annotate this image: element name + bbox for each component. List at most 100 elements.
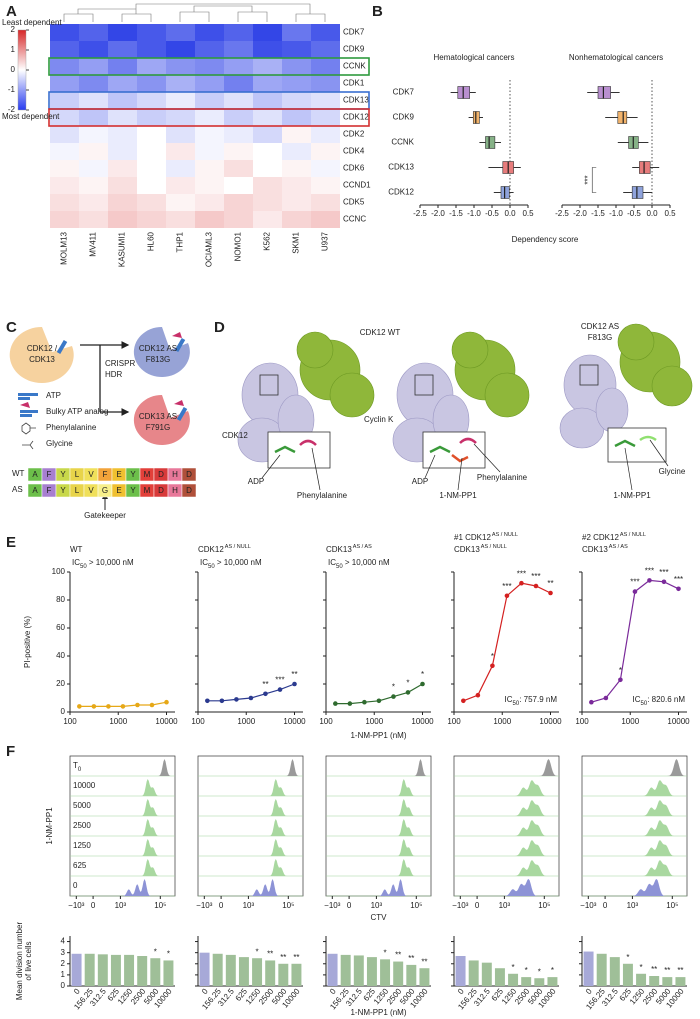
histogram-peak [70, 799, 175, 816]
chart-title: CDK13AS / NULL [454, 544, 507, 554]
heatmap-cell [50, 211, 79, 228]
chart-title: #2 CDK12AS / NULL [582, 532, 646, 542]
heatmap-cell [137, 75, 166, 92]
row-label: 10000 [73, 781, 96, 790]
column-label: MV411 [89, 231, 98, 256]
structure-title: CDK12 AS [581, 322, 619, 331]
heatmap-cell [282, 24, 311, 41]
heatmap-cell [166, 92, 195, 109]
x-tick-label: 1000 [109, 717, 127, 726]
heatmap-cell [282, 126, 311, 143]
heatmap-cell [311, 194, 340, 211]
axes [69, 572, 175, 713]
category-label: CDK9 [393, 113, 415, 122]
x-tick-label: 0 [584, 986, 594, 996]
histogram-frame [325, 755, 432, 897]
colorbar-label: 0 [11, 65, 16, 74]
heatmap-cell [253, 58, 282, 75]
heatmap-cell [50, 177, 79, 194]
residue: Y [60, 470, 66, 479]
x-axis-title: 1-NM-PP1 (nM) [350, 1008, 406, 1017]
heatmap-cell [253, 143, 282, 160]
x-tick-label: 100 [575, 717, 589, 726]
data-point [362, 699, 367, 705]
heatmap-cell [50, 92, 79, 109]
x-tick-label: 100 [191, 717, 205, 726]
structure-label: 1-NM-PP1 [439, 491, 477, 500]
heatmap-cell [108, 211, 137, 228]
residue: E [116, 470, 121, 479]
colorbar-legend: Least dependent [2, 18, 62, 27]
row-label: CDK12 [343, 113, 369, 122]
heatmap-cell [166, 211, 195, 228]
bar [97, 954, 108, 986]
heatmap-cell [137, 177, 166, 194]
heatmap-cell [224, 177, 253, 194]
heatmap-cell [108, 143, 137, 160]
data-point [533, 583, 539, 589]
column-label: U937 [321, 231, 330, 251]
heatmap-cell [311, 75, 340, 92]
significance: * [491, 652, 494, 661]
x-tick-label: 0 [347, 901, 352, 910]
heatmap-cell [195, 194, 224, 211]
heatmap-cell [108, 41, 137, 58]
x-tick-label: -0.5 [485, 209, 499, 218]
heatmap-cell [253, 177, 282, 194]
heatmap-cell [311, 92, 340, 109]
x-tick-label: −10³ [324, 901, 341, 910]
bar [406, 964, 417, 986]
x-tick-label: 0 [91, 901, 96, 910]
text-part: AS / NULL [620, 532, 646, 538]
bar [238, 957, 249, 986]
column-label: KASUMI1 [118, 231, 127, 267]
row-label: CDK6 [343, 164, 365, 173]
y-tick-label: 3 [61, 948, 66, 957]
ic50-label: IC50 > 10,000 nM [328, 558, 390, 569]
histogram-peak [454, 879, 559, 896]
heatmap-cell [79, 41, 108, 58]
heatmap-cell [79, 126, 108, 143]
histogram-peak [326, 799, 431, 816]
significance: ** [677, 966, 683, 975]
histogram-peak [198, 779, 303, 796]
significance: *** [517, 569, 526, 578]
residue: V [88, 470, 94, 479]
heatmap-cell [50, 109, 79, 126]
bar [675, 977, 686, 986]
data-point [420, 681, 425, 687]
data-point [461, 698, 466, 704]
bar [468, 960, 479, 986]
text-part: 0 [78, 767, 82, 773]
structure-label: Glycine [659, 467, 686, 476]
x-tick-label: 10³ [627, 901, 639, 910]
residue: A [32, 486, 38, 495]
histogram-peak [198, 879, 303, 896]
bar [327, 953, 338, 986]
residue: Y [130, 470, 136, 479]
heatmap-cell [224, 160, 253, 177]
ic50-label: IC50: 757.9 nM [505, 695, 558, 706]
row-label: 5000 [73, 801, 91, 810]
axes [453, 572, 559, 713]
text-part: AS / AS [353, 544, 372, 550]
panel-letter: B [372, 3, 383, 20]
heatmap-cell [50, 160, 79, 177]
row-label: CDK4 [343, 147, 365, 156]
residue-cell [181, 467, 197, 482]
heatmap-cell [253, 109, 282, 126]
histogram-peak [198, 839, 303, 856]
x-tick-label: 0.5 [522, 209, 534, 218]
x-tick-label: 10⁵ [538, 901, 550, 910]
heatmap-cell [166, 24, 195, 41]
legend-label: Bulky ATP analog [46, 407, 108, 416]
x-tick-label: -2.0 [573, 209, 587, 218]
histogram-peak [582, 820, 687, 836]
text-part: AS / AS [609, 544, 628, 550]
histogram-peak [70, 819, 175, 836]
bar [124, 954, 135, 986]
x-tick-label: 10³ [243, 901, 255, 910]
heatmap-cell [79, 92, 108, 109]
text-part: 50 [336, 564, 343, 570]
